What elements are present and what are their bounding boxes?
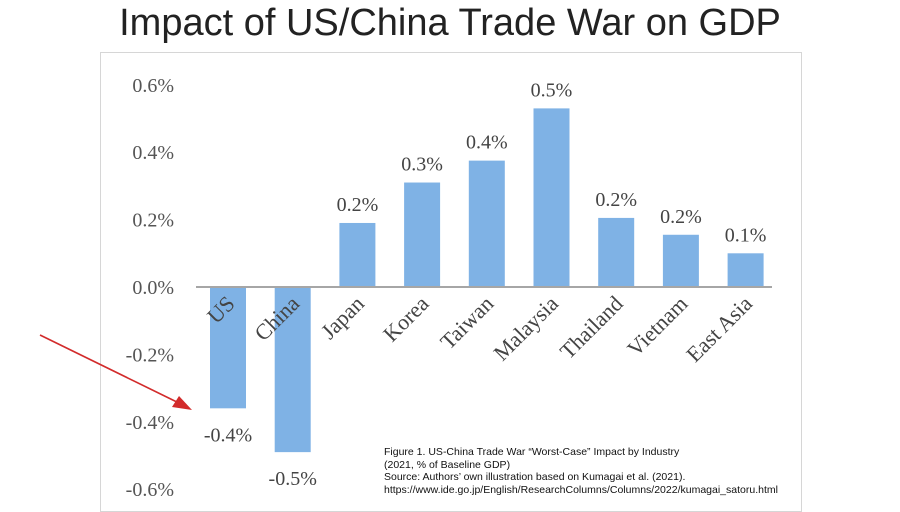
caption-line-1: Figure 1. US-China Trade War “Worst-Case… [384, 446, 680, 458]
y-tick-label: -0.2% [126, 344, 174, 366]
data-label: -0.5% [269, 468, 317, 490]
bar [598, 217, 635, 287]
data-label: -0.4% [204, 424, 252, 446]
category-label: East Asia [681, 291, 757, 367]
y-tick-label: -0.4% [126, 412, 174, 434]
caption-line-3: Source: Authors’ own illustration based … [384, 471, 686, 483]
caption-line-2: (2021, % of Baseline GDP) [384, 458, 511, 471]
bar [339, 222, 376, 287]
y-tick-label: 0.0% [132, 277, 174, 299]
y-tick-label: 0.4% [132, 142, 174, 164]
y-tick-label: -0.6% [126, 479, 174, 501]
red-arrow-icon [39, 334, 192, 410]
data-label: 0.1% [725, 224, 767, 246]
bar [727, 253, 764, 287]
y-axis-ticks: 0.6% 0.4% 0.2% 0.0% -0.2% -0.4% -0.6% [126, 75, 174, 501]
data-label: 0.2% [595, 189, 637, 211]
bar [404, 182, 441, 287]
figure-caption: Figure 1. US-China Trade War “Worst-Case… [384, 446, 824, 496]
chart-title: Impact of US/China Trade War on GDP [119, 2, 781, 44]
bar [662, 234, 699, 287]
bars [210, 108, 764, 453]
bar [468, 160, 505, 287]
data-label: 0.2% [660, 206, 702, 228]
data-label: 0.4% [466, 132, 508, 154]
category-label: Thailand [555, 291, 628, 364]
bar [533, 108, 570, 287]
data-label: 0.2% [337, 194, 379, 216]
category-label: Malaysia [488, 291, 563, 366]
y-tick-label: 0.2% [132, 210, 174, 232]
bar [274, 287, 311, 453]
bar [210, 287, 246, 409]
y-tick-label: 0.6% [132, 75, 174, 97]
caption-line-4: https://www.ide.go.jp/English/ResearchCo… [384, 483, 778, 496]
category-label: Japan [316, 291, 369, 344]
data-label: 0.3% [401, 154, 443, 176]
category-label: Korea [378, 291, 434, 347]
data-labels: -0.4% -0.5% 0.2% 0.3% 0.4% 0.5% 0.2% 0.2% 0.1% [204, 79, 767, 490]
data-label: 0.5% [531, 79, 573, 101]
category-label: Taiwan [435, 291, 498, 354]
